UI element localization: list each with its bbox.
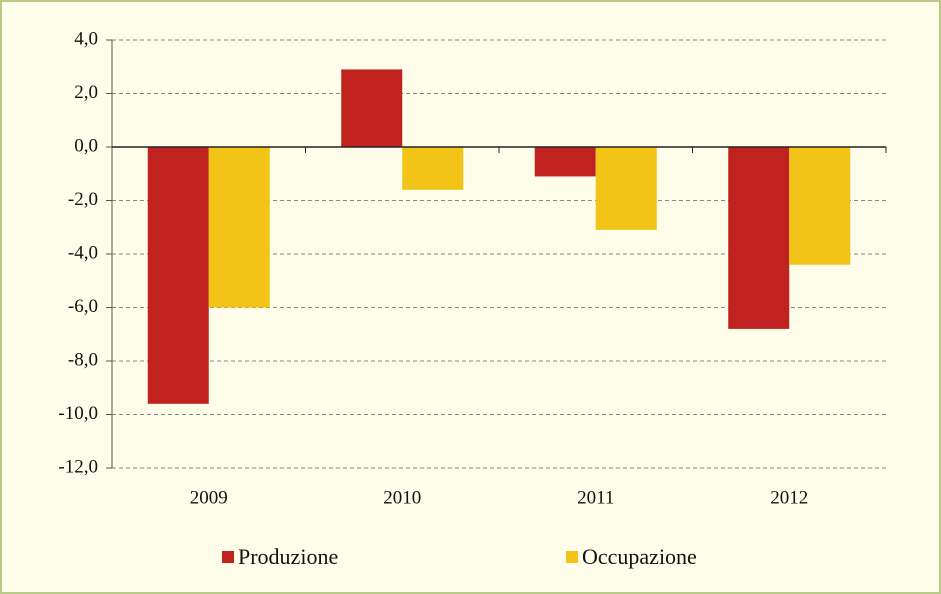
bar <box>208 147 270 308</box>
bar <box>147 147 209 404</box>
y-tick-label: 0,0 <box>74 135 98 156</box>
bar <box>789 147 851 265</box>
legend-swatch <box>566 551 578 563</box>
bar <box>341 69 403 147</box>
y-tick-label: -2,0 <box>68 189 98 210</box>
x-tick-label: 2009 <box>190 487 228 508</box>
y-tick-label: -6,0 <box>68 296 98 317</box>
bar <box>534 147 596 177</box>
legend-label: Produzione <box>238 544 338 569</box>
y-tick-label: -4,0 <box>68 242 98 263</box>
bar <box>402 147 464 190</box>
y-tick-label: 4,0 <box>74 28 98 49</box>
legend-swatch <box>222 551 234 563</box>
y-tick-label: -10,0 <box>58 403 98 424</box>
x-tick-label: 2011 <box>577 487 614 508</box>
y-tick-label: -8,0 <box>68 349 98 370</box>
x-tick-label: 2012 <box>770 487 808 508</box>
bar <box>595 147 657 230</box>
y-tick-label: -12,0 <box>58 456 98 477</box>
x-tick-label: 2010 <box>383 487 421 508</box>
legend-label: Occupazione <box>582 544 697 569</box>
bar <box>728 147 790 329</box>
y-tick-label: 2,0 <box>74 82 98 103</box>
